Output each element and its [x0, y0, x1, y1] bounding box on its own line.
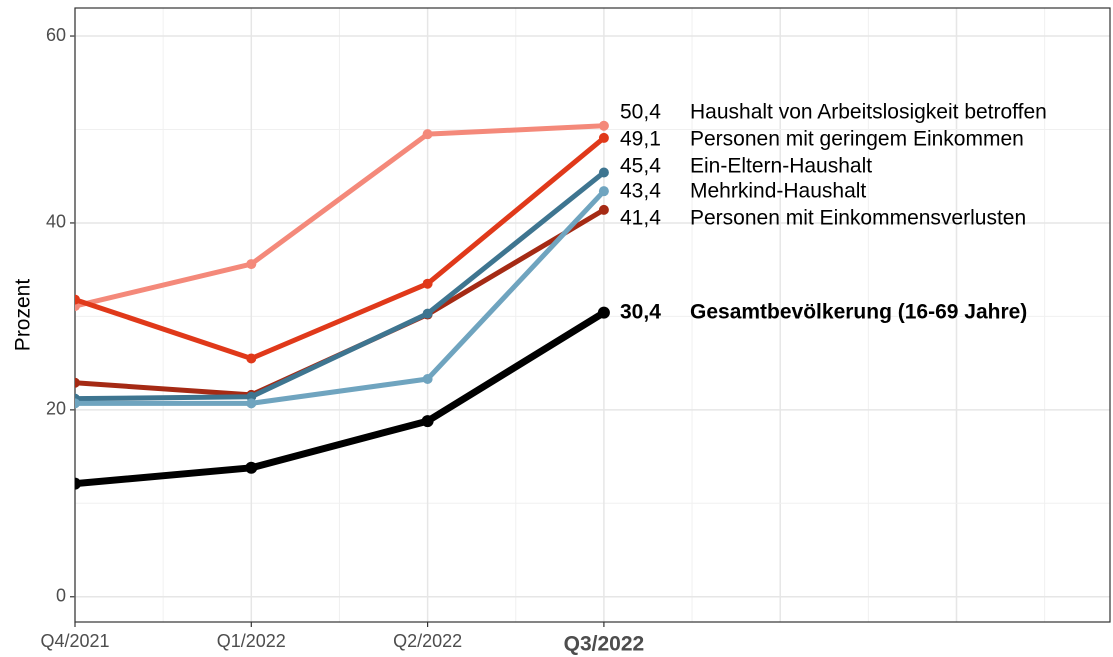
value-label: 49,1 [620, 128, 661, 151]
series-name: Personen mit Einkommensverlusten [690, 207, 1026, 230]
y-tick-label: 40 [46, 212, 66, 232]
series-point [75, 398, 80, 409]
series-point [75, 294, 80, 305]
plot-border [74, 7, 1111, 623]
y-tick-label: 0 [56, 586, 66, 606]
x-tick-label: Q4/2021 [40, 631, 109, 651]
series-point [246, 398, 257, 409]
x-tick-label: Q2/2022 [393, 631, 462, 651]
series-point [246, 259, 257, 270]
series-line [75, 189, 606, 406]
series-line [75, 123, 605, 309]
x-tick-label: Q3/2022 [564, 633, 645, 656]
series-point [597, 306, 610, 319]
series-point [421, 415, 434, 428]
series-line [75, 135, 606, 361]
value-label: 30,4 [620, 301, 661, 324]
series-point [422, 308, 433, 319]
series-point [422, 374, 433, 385]
value-label: 45,4 [620, 155, 661, 178]
series-point [75, 477, 81, 490]
series-point [598, 132, 609, 143]
series-name: Gesamtbevölkerung (16-69 Jahre) [690, 301, 1027, 324]
value-label: 43,4 [620, 180, 661, 203]
series-point [598, 204, 609, 215]
series-point [246, 353, 257, 364]
series-name: Mehrkind-Haushalt [690, 180, 866, 203]
y-tick-label: 20 [46, 399, 66, 419]
y-axis-label: Prozent [12, 279, 35, 352]
y-tick-label: 60 [46, 25, 66, 45]
series-point [598, 120, 609, 131]
series-name: Ein-Eltern-Haushalt [690, 155, 872, 178]
series-point [422, 129, 433, 140]
series-point [245, 461, 258, 474]
series-point [75, 377, 80, 388]
series-point [598, 167, 609, 178]
series-point [422, 278, 433, 289]
series-line [75, 309, 606, 488]
series-line [75, 170, 606, 402]
series-name: Personen mit geringem Einkommen [690, 128, 1024, 151]
series-name: Haushalt von Arbeitslosigkeit betroffen [690, 101, 1047, 124]
value-label: 41,4 [620, 207, 661, 230]
x-tick-label: Q1/2022 [217, 631, 286, 651]
series-point [598, 186, 609, 197]
value-label: 50,4 [620, 101, 661, 124]
